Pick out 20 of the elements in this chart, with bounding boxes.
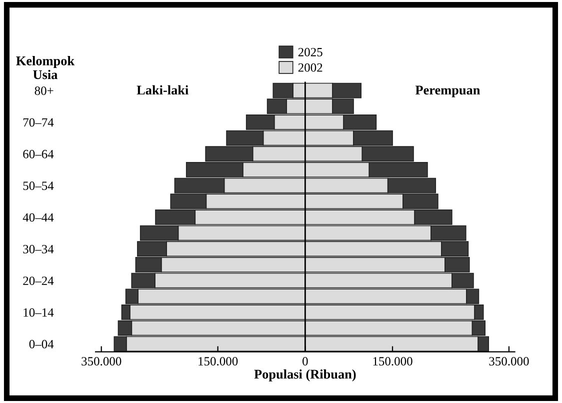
- x-tick-label: 150.000: [198, 357, 238, 366]
- x-tick-label: 150.000: [373, 357, 412, 366]
- y-tick-label: 0–04: [29, 340, 54, 348]
- legend-label: 2002: [298, 63, 322, 72]
- y-axis-title: Kelompok Usia: [16, 56, 75, 80]
- y-tick-label: 80+: [34, 86, 54, 95]
- x-tick-label: 0: [302, 357, 308, 366]
- x-tick-label: 350.000: [82, 357, 122, 366]
- x-axis-title: Populasi (Ribuan): [254, 369, 356, 382]
- y-tick-label: 60–64: [23, 150, 54, 158]
- y-tick-label: 70–74: [23, 118, 54, 127]
- annotation: Laki-laki: [136, 85, 188, 95]
- legend-label: 2025: [298, 48, 322, 56]
- y-tick-label: 30–34: [23, 244, 54, 254]
- y-tick-label: 10–14: [24, 308, 54, 317]
- y-tick-label: 50–54: [23, 182, 54, 190]
- y-tick-label: 20–24: [23, 276, 54, 286]
- y-tick-label: 40–44: [22, 213, 54, 222]
- annotation: Perempuan: [415, 86, 480, 98]
- x-tick-label: 350.000: [489, 357, 529, 366]
